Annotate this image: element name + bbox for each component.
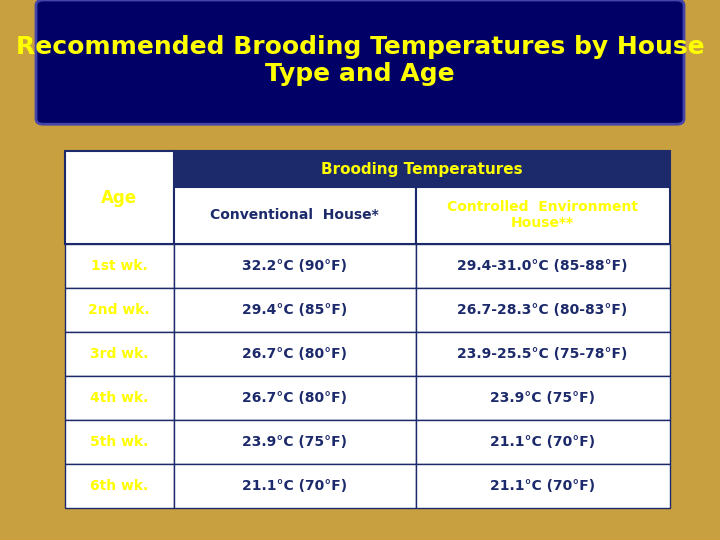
Text: Brooding Temperatures: Brooding Temperatures — [321, 161, 523, 177]
Text: Age: Age — [102, 188, 138, 206]
Text: Recommended Brooding Temperatures by House
Type and Age: Recommended Brooding Temperatures by Hou… — [16, 35, 704, 86]
Text: 1st wk.: 1st wk. — [91, 259, 148, 273]
Text: 23.9°C (75°F): 23.9°C (75°F) — [490, 391, 595, 404]
Text: 23.9-25.5°C (75-78°F): 23.9-25.5°C (75-78°F) — [457, 347, 628, 361]
Text: 26.7-28.3°C (80-83°F): 26.7-28.3°C (80-83°F) — [457, 303, 628, 317]
Text: 6th wk.: 6th wk. — [90, 478, 148, 492]
Text: 32.2°C (90°F): 32.2°C (90°F) — [242, 259, 347, 273]
Text: 21.1°C (70°F): 21.1°C (70°F) — [490, 435, 595, 449]
Text: Conventional  House*: Conventional House* — [210, 208, 379, 222]
Text: 29.4-31.0°C (85-88°F): 29.4-31.0°C (85-88°F) — [457, 259, 628, 273]
Text: 2nd wk.: 2nd wk. — [89, 303, 150, 317]
Text: 4th wk.: 4th wk. — [90, 391, 148, 404]
Text: 26.7°C (80°F): 26.7°C (80°F) — [242, 347, 347, 361]
Text: 23.9°C (75°F): 23.9°C (75°F) — [242, 435, 347, 449]
Text: 29.4°C (85°F): 29.4°C (85°F) — [242, 303, 347, 317]
Text: 26.7°C (80°F): 26.7°C (80°F) — [242, 391, 347, 404]
Text: Controlled  Environment
House**: Controlled Environment House** — [447, 200, 638, 231]
Text: 5th wk.: 5th wk. — [90, 435, 148, 449]
Text: 21.1°C (70°F): 21.1°C (70°F) — [242, 478, 347, 492]
Text: 3rd wk.: 3rd wk. — [90, 347, 148, 361]
Text: 21.1°C (70°F): 21.1°C (70°F) — [490, 478, 595, 492]
